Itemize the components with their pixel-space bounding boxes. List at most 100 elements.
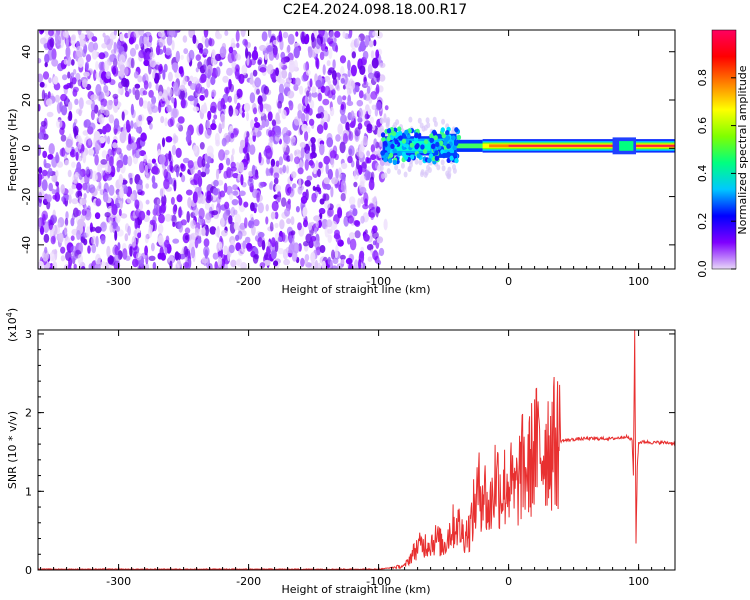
spectrogram-cell [146,115,153,123]
spectrogram-cell [105,71,112,80]
spectrogram-cell [90,109,95,121]
spectrogram-cell [319,51,325,61]
spectrogram-cell [102,191,109,203]
spectrogram-cell [180,54,184,61]
spectrogram-cell [114,246,119,256]
spectrogram-cell [334,153,339,161]
spectrogram-cell [364,113,370,120]
spectrogram-cell [38,144,42,156]
y-tick-label: 1 [25,485,32,498]
spectrogram-cell [254,122,261,128]
spectrogram-cell [324,85,331,97]
spectrogram-cell [41,179,48,191]
spectrogram-cell [414,158,419,165]
spectrogram-cell [157,223,164,234]
spectrogram-cell [119,187,124,199]
spectrogram-cell [218,162,224,171]
spectrogram-cell [283,81,291,89]
spectrogram-cell [244,217,248,229]
spectrogram-cell [121,111,125,121]
spectrogram-cell [328,47,333,60]
spectrogram-cell [151,165,159,175]
spectrogram-cell [331,265,338,269]
spectrogram-cell [184,227,191,234]
y-tick-label: 20 [20,93,33,107]
spectrogram-cell [138,179,143,186]
spectrogram-cell [204,166,210,175]
spectrogram-cell [237,230,243,240]
spectrogram-cell [103,85,109,93]
spectrogram-cell [215,168,220,180]
spectrogram-cell [101,150,108,159]
spectrogram-cell [130,120,134,129]
spectrogram-cell [215,33,222,40]
spectrogram-cell [230,66,237,73]
spectrogram-cell [190,179,198,186]
spectrogram-cell [224,86,231,94]
spectrogram-cell [356,99,364,107]
spectrogram-cell [164,117,168,127]
spectrogram-cell [327,79,332,85]
spectrogram-cell [386,136,391,142]
spectrogram-cell [38,166,43,174]
spectrogram-cell [87,245,91,254]
spectrogram-cell [206,78,211,89]
spectrogram-cell [112,148,116,156]
spectrogram-cell [60,246,66,254]
spectrogram-cell [215,139,221,147]
spectrogram-cell [225,157,231,166]
snr-frame [37,329,676,571]
spectrogram-cell [131,235,137,248]
spectrogram-cell [145,183,150,189]
spectrogram-cell [176,122,181,129]
snr-series [38,330,675,570]
bottom-x-axis: -300 -200 -100 0 100 [40,330,666,588]
snr-line [38,330,675,570]
spectrogram-cell [178,206,182,219]
spectrogram-cell [286,165,289,174]
spectrogram-cell [367,108,372,116]
spectrogram-cell [127,225,131,236]
spectrogram-cell [323,193,330,202]
spectrogram-cell [115,214,121,224]
spectrogram-cell [173,179,177,192]
x-tick-label: -200 [236,275,261,288]
spectrogram-cell [64,224,68,236]
spectrogram-cell [359,250,365,259]
spectrogram-cell [86,226,90,238]
spectrogram-cell [277,247,284,255]
spectrogram-cell [423,139,429,145]
spectrogram-cell [197,42,204,51]
spectrogram-cell [238,73,245,84]
spectrogram-cell [82,151,87,164]
spectrogram-cell [329,30,335,40]
x-tick-label: 100 [628,275,649,288]
spectrogram-cell [170,165,175,174]
spectrogram-cell [82,79,88,88]
spectrogram-cell [287,90,295,99]
spectrogram-cell [161,93,167,102]
spectrogram-cell [174,71,181,79]
spectrogram-cell [99,189,105,196]
spectrogram-cell [63,84,70,90]
spectrogram-cell [161,201,167,213]
spectrogram-cell [232,190,239,196]
spectrogram-cell [257,237,263,248]
spectrogram-cell [358,90,364,99]
spectrogram-cell [281,69,288,79]
spectrogram-cell [58,232,64,244]
spectrogram-cell [146,51,151,60]
spectrogram-cell [199,94,205,101]
spectrogram-cell [382,140,388,146]
spectrogram-cell [323,121,328,131]
spectrogram-cell [196,238,202,244]
spectrogram-cell [40,120,47,127]
spectrogram-cell [369,212,375,218]
spectrogram-cell [137,232,142,239]
spectrogram-cell [116,147,122,155]
spectrogram-cell [224,149,230,156]
spectrogram-cell [326,60,331,67]
spectrogram-cell [140,132,147,142]
spectrogram-cell [367,256,373,263]
spectrogram-cell [71,198,79,205]
